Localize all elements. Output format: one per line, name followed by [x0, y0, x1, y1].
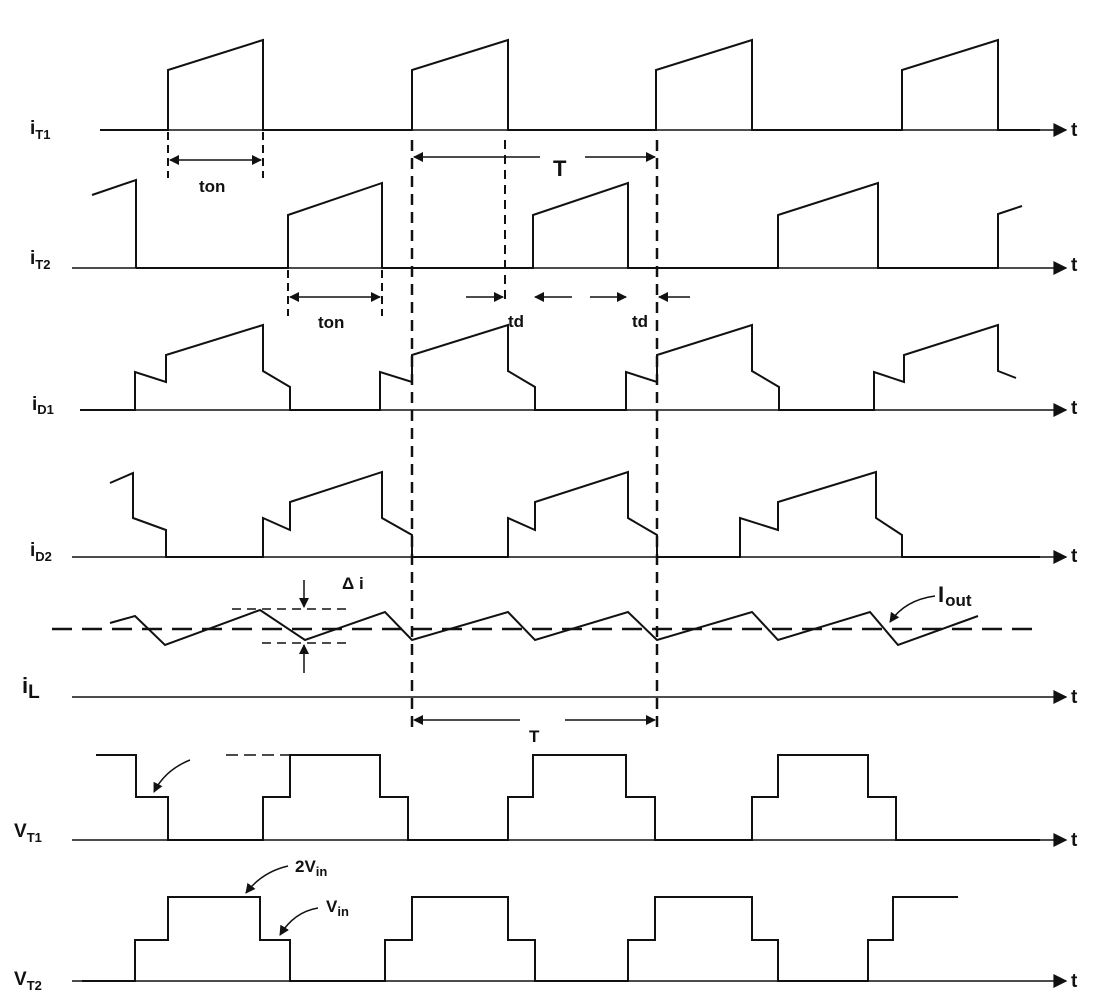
annotations: ton ton T T td td Δ i Iout 2Vin Vin [199, 156, 972, 919]
waveform-iD2 [109, 470, 1040, 558]
waveforms [80, 38, 1040, 982]
time-labels: t t t t t t t [1071, 120, 1078, 992]
vin-label: Vin [326, 897, 349, 919]
waveform-iT2 [136, 181, 1023, 269]
time-label-VT1: t [1071, 830, 1078, 851]
time-axes [72, 123, 1068, 988]
two-vin-label: 2Vin [295, 857, 327, 879]
time-label-VT2: t [1071, 971, 1078, 992]
vin-pointer [279, 907, 319, 936]
signal-label-iD2: iD2 [30, 540, 52, 564]
signal-label-iD1: iD1 [32, 394, 54, 417]
waveform-iT2-start [91, 178, 137, 268]
dashed-guides [52, 132, 1040, 756]
signal-label-VT2: VT2 [14, 969, 42, 993]
period-label-bottom: T [529, 727, 540, 746]
waveform-iT1 [100, 38, 1040, 131]
td-label-2: td [632, 312, 648, 331]
signal-label-VT1: VT1 [14, 821, 42, 845]
waveform-VT1 [96, 754, 1040, 841]
iout-pointer [889, 595, 936, 623]
ton-label-iT1: ton [199, 177, 225, 196]
time-label-iL: t [1071, 687, 1078, 708]
dimension-arrows [153, 152, 936, 936]
period-label-top: T [553, 156, 567, 181]
waveform-VT2 [82, 896, 958, 982]
two-vin-pointer [245, 865, 289, 894]
time-label-iD2: t [1071, 546, 1078, 567]
signal-label-iL: iL [22, 673, 40, 703]
signal-labels: iT1 iT2 iD1 iD2 iL VT1 VT2 [14, 118, 54, 993]
ton-label-iT2: ton [318, 313, 344, 332]
waveform-iL [109, 608, 979, 647]
signal-label-iT1: iT1 [30, 118, 50, 142]
td-label-1: td [508, 312, 524, 331]
vt1-pointer [153, 759, 191, 793]
signal-label-iT2: iT2 [30, 248, 50, 272]
iout-label: Iout [938, 582, 972, 610]
time-label-iD1: t [1071, 398, 1078, 419]
time-label-iT1: t [1071, 120, 1078, 141]
delta-i-label: Δ i [342, 574, 364, 593]
waveform-iD1 [80, 323, 1017, 411]
time-label-iT2: t [1071, 255, 1078, 276]
